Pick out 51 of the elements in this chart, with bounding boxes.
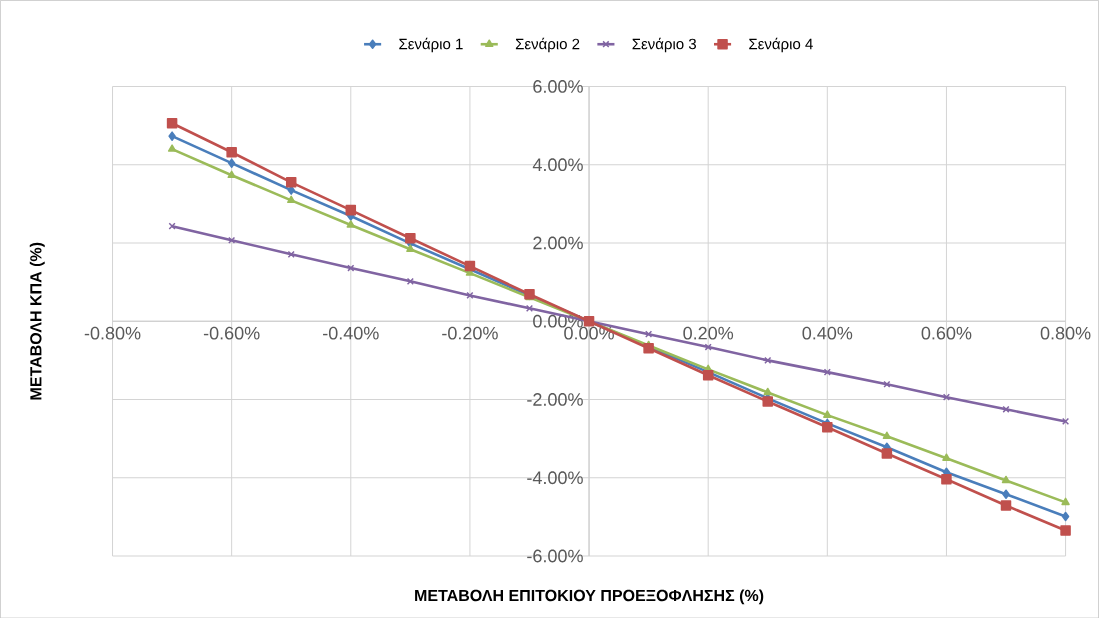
y-tick-label: -4.00% xyxy=(527,471,583,484)
legend-label: Σενάριο 2 xyxy=(515,37,580,53)
point xyxy=(346,220,355,228)
y-tick-label: 2.00% xyxy=(533,236,583,250)
x-tick-label: 0.40% xyxy=(802,326,853,340)
point xyxy=(285,176,297,188)
x-tick-label: -0.60% xyxy=(203,326,260,340)
x-tick-label: 0.80% xyxy=(1040,326,1091,340)
legend-label: Σενάριο 3 xyxy=(632,37,697,53)
x-tick-label: -0.80% xyxy=(84,326,141,340)
point xyxy=(763,387,772,395)
point xyxy=(464,260,476,272)
point xyxy=(406,277,414,285)
point xyxy=(168,131,176,141)
point xyxy=(882,431,892,439)
point xyxy=(1061,417,1070,425)
point xyxy=(166,117,178,129)
point xyxy=(823,410,832,418)
x-tick-label: -0.20% xyxy=(442,326,498,340)
point xyxy=(762,395,773,407)
point xyxy=(167,144,177,152)
point xyxy=(406,244,415,252)
x-tick-label: -0.40% xyxy=(323,326,379,340)
y-tick-label: -2.00% xyxy=(527,392,583,406)
x-axis-title: ΜΕΤΑΒΟΛΗ ΕΠΙΤΟΚΙΟΥ ΠΡΟΕΞΟΦΛΗΣΗΣ (%) xyxy=(415,589,764,605)
point xyxy=(941,473,952,485)
point xyxy=(1002,489,1010,499)
point xyxy=(345,204,357,216)
point xyxy=(226,146,237,158)
point xyxy=(227,170,236,178)
point xyxy=(702,369,714,381)
point xyxy=(1001,475,1011,484)
point xyxy=(1060,525,1071,536)
point xyxy=(287,195,296,203)
y-tick-label: 6.00% xyxy=(533,79,583,93)
legend-label: Σενάριο 4 xyxy=(749,37,813,53)
point xyxy=(405,232,416,244)
point xyxy=(1061,497,1070,505)
legend-label: Σενάριο 1 xyxy=(399,37,463,53)
point xyxy=(822,421,833,433)
point xyxy=(1000,500,1012,511)
point xyxy=(942,453,951,461)
point xyxy=(227,158,236,168)
y-tick-label: 4.00% xyxy=(532,158,583,171)
y-tick-label: -6.00% xyxy=(527,549,583,563)
point xyxy=(1061,511,1070,522)
x-tick-label: 0.00% xyxy=(564,326,614,340)
x-tick-label: 0.60% xyxy=(921,326,972,340)
x-tick-label: 0.20% xyxy=(683,326,734,340)
point xyxy=(881,448,893,459)
y-axis-title: ΜΕΤΑΒΟΛΗ ΚΠΑ (%) xyxy=(29,242,45,400)
